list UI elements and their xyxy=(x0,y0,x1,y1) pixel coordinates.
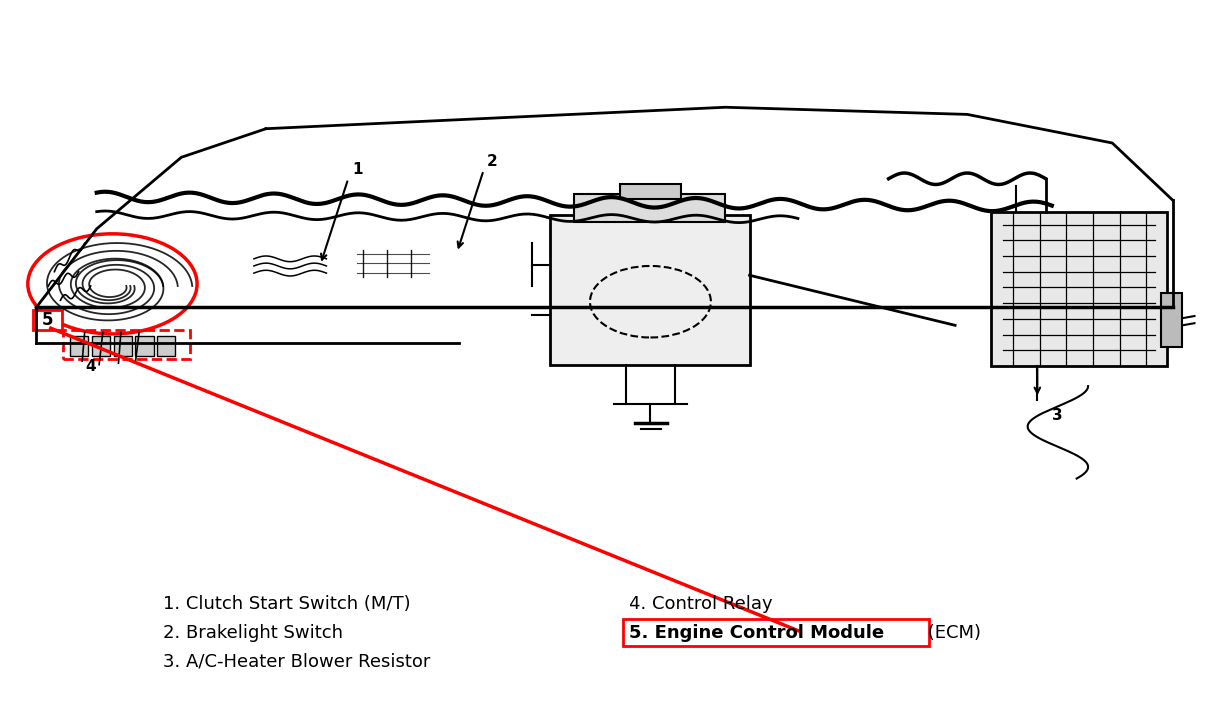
Bar xyxy=(623,619,929,646)
Bar xyxy=(620,184,681,199)
Bar xyxy=(33,310,62,330)
Text: (ECM): (ECM) xyxy=(922,623,982,642)
Text: 3: 3 xyxy=(1052,408,1063,423)
Text: 5. Engine Control Module: 5. Engine Control Module xyxy=(629,623,884,642)
Bar xyxy=(1161,293,1182,347)
Bar xyxy=(70,336,88,356)
Text: 2: 2 xyxy=(487,154,498,169)
Bar xyxy=(991,212,1167,366)
Bar xyxy=(550,214,750,365)
Text: 4: 4 xyxy=(86,360,96,374)
Text: 4. Control Relay: 4. Control Relay xyxy=(629,595,773,613)
Text: 5: 5 xyxy=(41,311,53,330)
Bar xyxy=(92,336,110,356)
Bar xyxy=(114,336,132,356)
Text: 1: 1 xyxy=(352,162,363,177)
Bar xyxy=(135,336,154,356)
Bar xyxy=(574,194,725,222)
Bar xyxy=(157,336,175,356)
Text: 1. Clutch Start Switch (M/T): 1. Clutch Start Switch (M/T) xyxy=(163,595,411,613)
Text: 3. A/C-Heater Blower Resistor: 3. A/C-Heater Blower Resistor xyxy=(163,652,430,671)
Text: 2. Brakelight Switch: 2. Brakelight Switch xyxy=(163,623,343,642)
